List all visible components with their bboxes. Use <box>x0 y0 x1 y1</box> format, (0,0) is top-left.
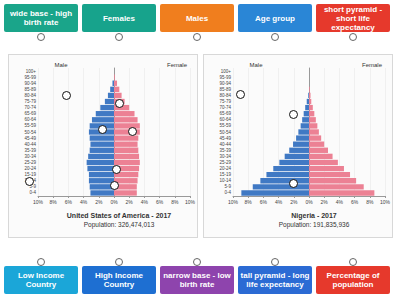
svg-text:20-24: 20-24 <box>219 166 231 171</box>
svg-text:80-84: 80-84 <box>24 93 36 98</box>
svg-text:60-64: 60-64 <box>24 117 36 122</box>
svg-text:10%: 10% <box>185 199 196 205</box>
svg-text:5-9: 5-9 <box>29 184 36 190</box>
svg-text:Population: 326,474,013: Population: 326,474,013 <box>84 221 155 229</box>
html-text:Males: Males <box>185 13 209 23</box>
html-text:Low Income Country: Low Income Country <box>17 271 65 289</box>
svg-text:4%: 4% <box>141 199 149 205</box>
svg-text:95-99: 95-99 <box>219 75 231 80</box>
svg-text:0-4: 0-4 <box>29 190 36 195</box>
svg-text:50-54: 50-54 <box>24 130 36 135</box>
svg-text:2%: 2% <box>126 199 134 205</box>
svg-text:0%: 0% <box>305 199 313 205</box>
svg-text:50-54: 50-54 <box>219 130 231 135</box>
svg-text:8%: 8% <box>50 199 58 205</box>
svg-text:45-49: 45-49 <box>219 136 231 141</box>
svg-text:90-94: 90-94 <box>219 81 231 86</box>
html-text:narrow base - low birth rate: narrow base - low birth rate <box>163 271 231 289</box>
html-text:High Income Country: High Income Country <box>95 271 143 289</box>
svg-text:70-74: 70-74 <box>219 105 231 110</box>
svg-text:45-49: 45-49 <box>24 136 36 141</box>
svg-text:55-59: 55-59 <box>24 123 36 128</box>
svg-text:100+: 100+ <box>221 69 232 74</box>
html-text:wide base - high birth rate: wide base - high birth rate <box>9 9 73 27</box>
svg-text:40-44: 40-44 <box>24 142 36 147</box>
svg-text:10%: 10% <box>33 199 44 205</box>
html-text:Percentage of population: Percentage of population <box>326 271 380 289</box>
svg-text:85-89: 85-89 <box>24 87 36 92</box>
svg-text:80-84: 80-84 <box>219 93 231 98</box>
svg-text:90-94: 90-94 <box>24 81 36 86</box>
svg-text:70-74: 70-74 <box>24 105 36 110</box>
svg-text:35-39: 35-39 <box>24 148 36 153</box>
svg-text:4%: 4% <box>336 199 344 205</box>
svg-text:65-69: 65-69 <box>219 111 231 116</box>
svg-text:4%: 4% <box>275 199 283 205</box>
svg-text:2%: 2% <box>321 199 329 205</box>
svg-text:4%: 4% <box>80 199 88 205</box>
svg-text:Female: Female <box>167 62 188 68</box>
svg-text:95-99: 95-99 <box>24 75 36 80</box>
svg-text:40-44: 40-44 <box>219 142 231 147</box>
svg-text:6%: 6% <box>351 199 359 205</box>
svg-text:Male: Male <box>54 62 68 68</box>
svg-text:Nigeria - 2017: Nigeria - 2017 <box>291 212 337 220</box>
svg-text:6%: 6% <box>156 199 164 205</box>
svg-text:30-34: 30-34 <box>24 154 36 159</box>
svg-text:35-39: 35-39 <box>219 148 231 153</box>
svg-text:25-29: 25-29 <box>219 160 231 165</box>
svg-text:Female: Female <box>362 62 383 68</box>
svg-text:United States of America - 201: United States of America - 2017 <box>67 212 171 219</box>
svg-text:55-59: 55-59 <box>219 123 231 128</box>
svg-text:75-79: 75-79 <box>219 99 231 104</box>
svg-text:8%: 8% <box>245 199 253 205</box>
svg-text:15-19: 15-19 <box>219 172 231 177</box>
svg-text:100+: 100+ <box>26 69 37 74</box>
svg-text:6%: 6% <box>65 199 73 205</box>
svg-text:10%: 10% <box>380 199 391 205</box>
html-text:tall pyramid - long life expec: tall pyramid - long life expectancy <box>240 271 310 289</box>
svg-text:8%: 8% <box>366 199 374 205</box>
html-text:Age group: Age group <box>255 13 295 23</box>
svg-text:10-14: 10-14 <box>219 178 231 183</box>
svg-text:8%: 8% <box>171 199 179 205</box>
svg-text:0-4: 0-4 <box>224 190 231 195</box>
svg-text:30-34: 30-34 <box>219 154 231 159</box>
html-text:Females: Females <box>103 13 135 23</box>
svg-text:0%: 0% <box>110 199 118 205</box>
svg-text:2%: 2% <box>95 199 103 205</box>
svg-text:Population: 191,835,936: Population: 191,835,936 <box>279 221 350 229</box>
svg-text:20-24: 20-24 <box>24 166 36 171</box>
svg-text:2%: 2% <box>290 199 298 205</box>
svg-text:75-79: 75-79 <box>24 99 36 104</box>
svg-text:10%: 10% <box>228 199 239 205</box>
html-text:short pyramid - short life exp: short pyramid - short life expectancy <box>323 4 383 32</box>
svg-text:85-89: 85-89 <box>219 87 231 92</box>
svg-text:Male: Male <box>249 62 263 68</box>
svg-text:65-69: 65-69 <box>24 111 36 116</box>
svg-text:5-9: 5-9 <box>224 184 231 189</box>
svg-text:25-29: 25-29 <box>24 160 36 165</box>
svg-text:60-64: 60-64 <box>219 117 231 122</box>
svg-text:15-19: 15-19 <box>24 172 36 178</box>
svg-text:6%: 6% <box>260 199 268 205</box>
